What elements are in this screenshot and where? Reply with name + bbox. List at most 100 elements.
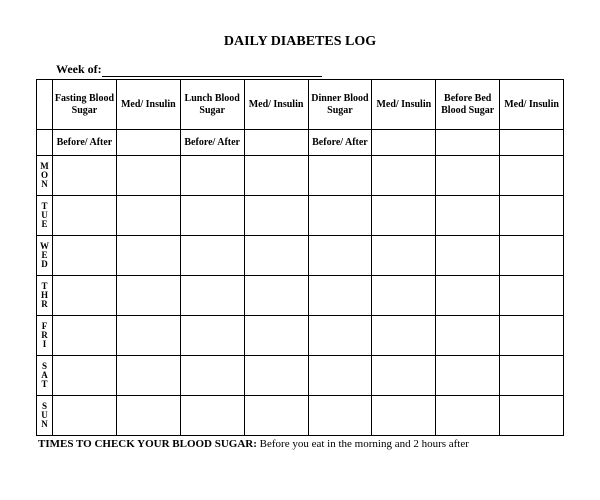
log-cell[interactable] <box>53 316 117 356</box>
log-cell[interactable] <box>53 396 117 436</box>
log-cell[interactable] <box>308 396 372 436</box>
log-cell[interactable] <box>372 356 436 396</box>
log-cell[interactable] <box>180 396 244 436</box>
log-table: Fasting Blood Sugar Med/ Insulin Lunch B… <box>36 79 564 436</box>
table-row: SAT <box>37 356 564 396</box>
day-label: SAT <box>37 356 53 396</box>
log-cell[interactable] <box>116 276 180 316</box>
log-cell[interactable] <box>500 396 564 436</box>
day-label: THR <box>37 276 53 316</box>
header-col-6: Before Bed Blood Sugar <box>436 80 500 130</box>
day-label: FRI <box>37 316 53 356</box>
log-cell[interactable] <box>116 356 180 396</box>
log-cell[interactable] <box>372 236 436 276</box>
log-page: DAILY DIABETES LOG Week of: Fasting Bloo… <box>0 0 600 450</box>
day-label: SUN <box>37 396 53 436</box>
log-cell[interactable] <box>180 156 244 196</box>
log-cell[interactable] <box>116 316 180 356</box>
header-col-4: Dinner Blood Sugar <box>308 80 372 130</box>
log-cell[interactable] <box>116 396 180 436</box>
log-cell[interactable] <box>53 196 117 236</box>
log-cell[interactable] <box>372 276 436 316</box>
subheader-5 <box>372 130 436 156</box>
day-label: TUE <box>37 196 53 236</box>
log-cell[interactable] <box>500 236 564 276</box>
header-col-3: Med/ Insulin <box>244 80 308 130</box>
day-label: MON <box>37 156 53 196</box>
log-cell[interactable] <box>500 316 564 356</box>
log-cell[interactable] <box>308 276 372 316</box>
log-cell[interactable] <box>372 156 436 196</box>
header-col-7: Med/ Insulin <box>500 80 564 130</box>
subheader-row: Before/ After Before/ After Before/ Afte… <box>37 130 564 156</box>
log-cell[interactable] <box>308 356 372 396</box>
table-row: THR <box>37 276 564 316</box>
week-of-blank[interactable] <box>102 76 322 77</box>
log-cell[interactable] <box>116 156 180 196</box>
subheader-6 <box>436 130 500 156</box>
header-blank <box>37 80 53 130</box>
log-cell[interactable] <box>436 236 500 276</box>
log-cell[interactable] <box>308 316 372 356</box>
day-label: WED <box>37 236 53 276</box>
subheader-1 <box>116 130 180 156</box>
log-cell[interactable] <box>436 276 500 316</box>
log-cell[interactable] <box>180 196 244 236</box>
subheader-3 <box>244 130 308 156</box>
log-cell[interactable] <box>244 156 308 196</box>
footer-bold: TIMES TO CHECK YOUR BLOOD SUGAR: <box>38 438 257 450</box>
log-cell[interactable] <box>308 196 372 236</box>
table-row: FRI <box>37 316 564 356</box>
subheader-0: Before/ After <box>53 130 117 156</box>
header-col-5: Med/ Insulin <box>372 80 436 130</box>
log-cell[interactable] <box>53 156 117 196</box>
log-cell[interactable] <box>244 276 308 316</box>
log-cell[interactable] <box>53 236 117 276</box>
log-cell[interactable] <box>244 396 308 436</box>
log-cell[interactable] <box>308 236 372 276</box>
log-cell[interactable] <box>372 396 436 436</box>
log-cell[interactable] <box>180 236 244 276</box>
table-row: TUE <box>37 196 564 236</box>
table-row: SUN <box>37 396 564 436</box>
log-cell[interactable] <box>436 316 500 356</box>
table-row: MON <box>37 156 564 196</box>
log-body: MONTUEWEDTHRFRISATSUN <box>37 156 564 436</box>
log-cell[interactable] <box>436 156 500 196</box>
log-cell[interactable] <box>53 356 117 396</box>
log-cell[interactable] <box>500 156 564 196</box>
log-cell[interactable] <box>436 196 500 236</box>
log-cell[interactable] <box>180 276 244 316</box>
footer-line: TIMES TO CHECK YOUR BLOOD SUGAR: Before … <box>36 438 564 450</box>
log-cell[interactable] <box>180 316 244 356</box>
log-cell[interactable] <box>116 236 180 276</box>
log-cell[interactable] <box>500 196 564 236</box>
log-cell[interactable] <box>436 396 500 436</box>
subheader-blank <box>37 130 53 156</box>
log-cell[interactable] <box>436 356 500 396</box>
header-col-2: Lunch Blood Sugar <box>180 80 244 130</box>
header-row: Fasting Blood Sugar Med/ Insulin Lunch B… <box>37 80 564 130</box>
log-cell[interactable] <box>180 356 244 396</box>
page-title: DAILY DIABETES LOG <box>36 34 564 50</box>
footer-rest: Before you eat in the morning and 2 hour… <box>257 438 469 450</box>
log-cell[interactable] <box>53 276 117 316</box>
log-cell[interactable] <box>372 316 436 356</box>
week-of-label: Week of: <box>56 62 102 76</box>
table-row: WED <box>37 236 564 276</box>
subheader-2: Before/ After <box>180 130 244 156</box>
subheader-7 <box>500 130 564 156</box>
log-cell[interactable] <box>244 356 308 396</box>
log-cell[interactable] <box>372 196 436 236</box>
log-cell[interactable] <box>116 196 180 236</box>
header-col-1: Med/ Insulin <box>116 80 180 130</box>
week-of-line: Week of: <box>36 62 564 77</box>
log-cell[interactable] <box>500 356 564 396</box>
subheader-4: Before/ After <box>308 130 372 156</box>
header-col-0: Fasting Blood Sugar <box>53 80 117 130</box>
log-cell[interactable] <box>244 196 308 236</box>
log-cell[interactable] <box>244 236 308 276</box>
log-cell[interactable] <box>244 316 308 356</box>
log-cell[interactable] <box>308 156 372 196</box>
log-cell[interactable] <box>500 276 564 316</box>
